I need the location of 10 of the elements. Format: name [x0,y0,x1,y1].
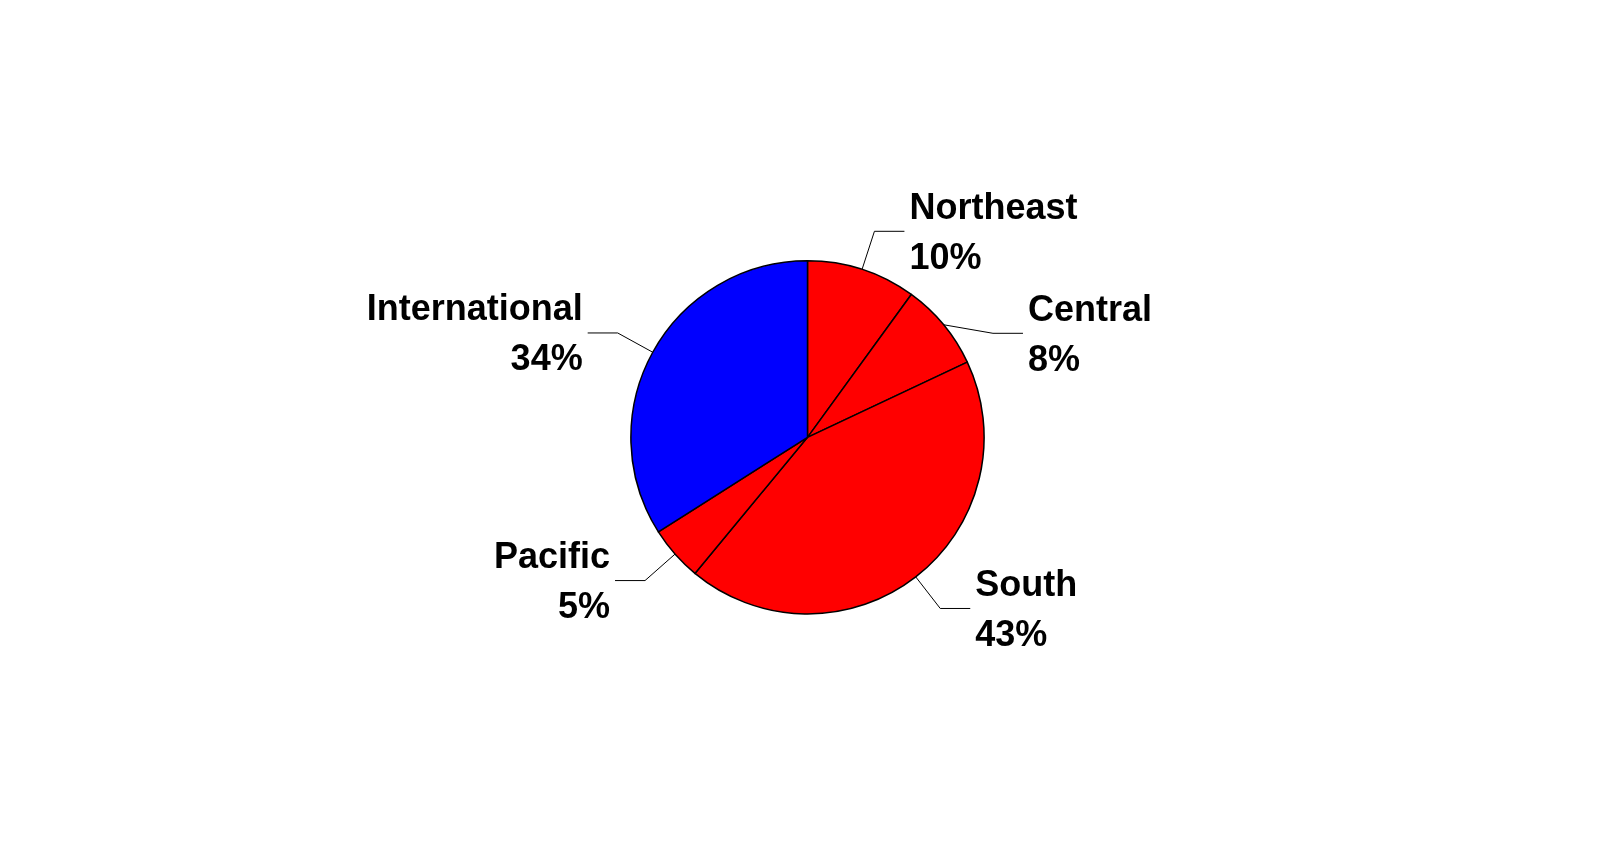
data-label: 5% [557,585,611,627]
data-label: 10% [909,235,982,277]
slice-label: Northeast [909,185,1078,227]
slice-label: Pacific [493,535,611,577]
data-label: 34% [510,337,583,379]
slice-label: Central [1027,287,1152,329]
data-label: 8% [1027,337,1080,379]
data-label: 43% [975,612,1048,654]
slice-label: International [366,287,583,329]
slice-label: South [975,562,1078,604]
